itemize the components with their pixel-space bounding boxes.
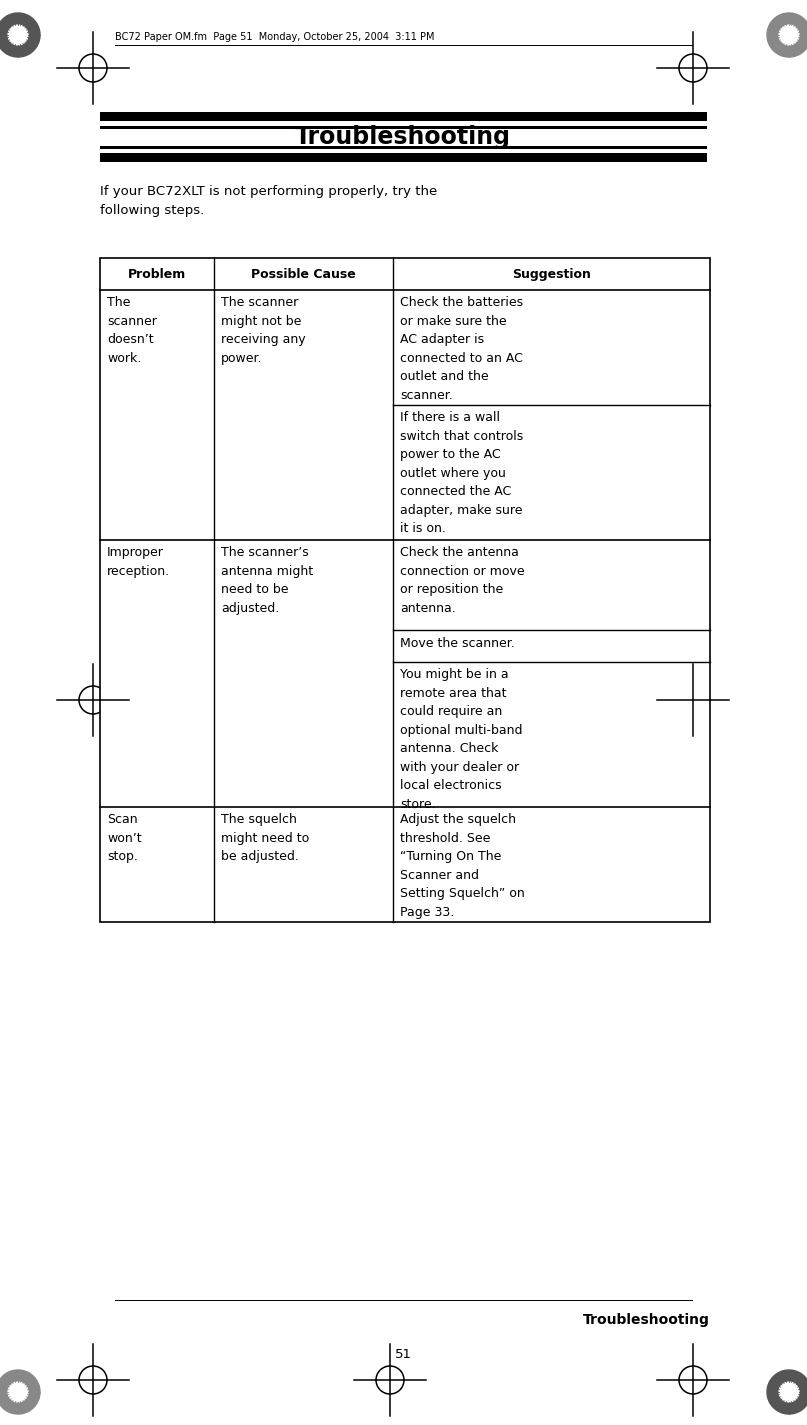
Bar (100, 258, 710, 922)
Text: BC72 Paper OM.fm  Page 51  Monday, October 25, 2004  3:11 PM: BC72 Paper OM.fm Page 51 Monday, October… (115, 31, 434, 41)
Polygon shape (779, 1382, 799, 1402)
Text: The
scanner
doesn’t
work.: The scanner doesn’t work. (107, 296, 157, 365)
Polygon shape (0, 1369, 40, 1414)
Polygon shape (779, 26, 799, 46)
Text: The squelch
might need to
be adjusted.: The squelch might need to be adjusted. (221, 814, 309, 864)
Polygon shape (767, 1369, 807, 1414)
Text: If your BC72XLT is not performing properly, try the
following steps.: If your BC72XLT is not performing proper… (100, 185, 437, 217)
Text: Troubleshooting: Troubleshooting (295, 125, 511, 150)
Text: The scanner’s
antenna might
need to be
adjusted.: The scanner’s antenna might need to be a… (221, 546, 313, 614)
Text: Check the batteries
or make sure the
AC adapter is
connected to an AC
outlet and: Check the batteries or make sure the AC … (400, 296, 523, 402)
Polygon shape (8, 26, 28, 46)
Text: Scan
won’t
stop.: Scan won’t stop. (107, 814, 141, 864)
Bar (100, 113, 707, 121)
Text: You might be in a
remote area that
could require an
optional multi-band
antenna.: You might be in a remote area that could… (400, 668, 522, 811)
Polygon shape (767, 13, 807, 57)
Bar (100, 125, 707, 130)
Text: Suggestion: Suggestion (512, 268, 591, 281)
Text: Improper
reception.: Improper reception. (107, 546, 170, 577)
Text: The scanner
might not be
receiving any
power.: The scanner might not be receiving any p… (221, 296, 306, 365)
Bar (100, 145, 707, 150)
Bar (100, 152, 707, 162)
Text: Adjust the squelch
threshold. See
“Turning On The
Scanner and
Setting Squelch” o: Adjust the squelch threshold. See “Turni… (400, 814, 525, 919)
Polygon shape (0, 13, 40, 57)
Polygon shape (8, 1382, 28, 1402)
Text: If there is a wall
switch that controls
power to the AC
outlet where you
connect: If there is a wall switch that controls … (400, 410, 523, 534)
Text: Move the scanner.: Move the scanner. (400, 637, 515, 650)
Text: Possible Cause: Possible Cause (251, 268, 356, 281)
Text: 51: 51 (395, 1348, 412, 1361)
Text: Problem: Problem (128, 268, 186, 281)
Text: Troubleshooting: Troubleshooting (583, 1312, 710, 1327)
Text: Check the antenna
connection or move
or reposition the
antenna.: Check the antenna connection or move or … (400, 546, 525, 614)
